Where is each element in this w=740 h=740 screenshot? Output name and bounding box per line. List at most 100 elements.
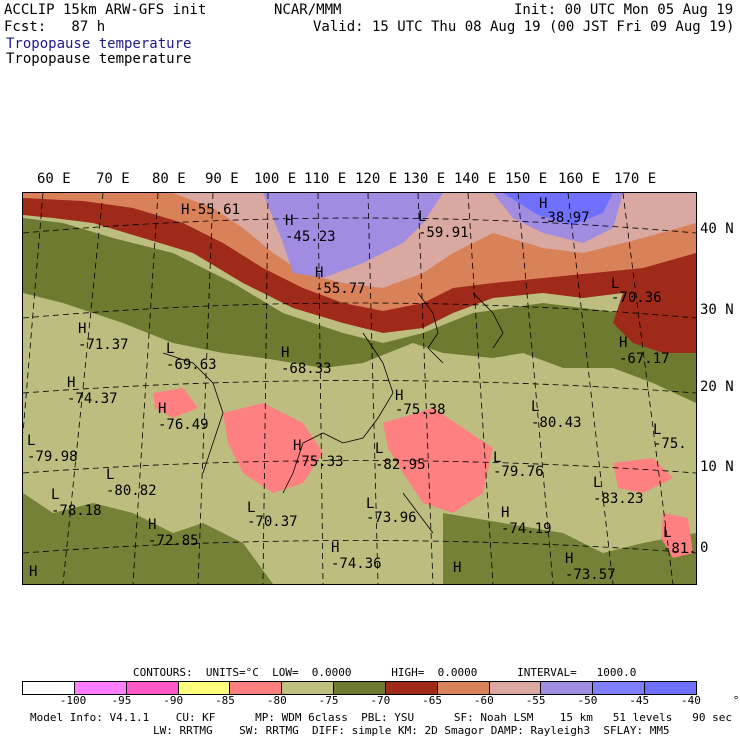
map-label-l: L -78.18: [51, 487, 102, 519]
map-label-h: H -75.38: [395, 388, 446, 418]
lat-label: 40 N: [700, 221, 734, 237]
dark-olive-southeast: [443, 513, 696, 584]
map-label-h: H -38.97: [539, 196, 590, 226]
colorbar-label: -55: [525, 694, 546, 707]
lat-label: 30 N: [700, 302, 734, 318]
colorbar-swatch: [334, 682, 386, 694]
lat-label: 20 N: [700, 379, 734, 395]
map-label-l: L -81.: [663, 525, 697, 557]
colorbar-label: -100: [59, 694, 87, 707]
red-band-east: [613, 273, 696, 353]
colorbar-swatch: [23, 682, 75, 694]
init-time: Init: 00 UTC Mon 05 Aug 19: [514, 2, 734, 18]
map-label-h: H -74.19: [501, 505, 552, 537]
map-label-l: L -83.23: [593, 475, 644, 507]
colorbar-swatch: [593, 682, 646, 694]
map-label-l: L -80.43: [531, 399, 582, 431]
forecast-hour: Fcst: 87 h: [4, 19, 106, 35]
map-label-l: L -79.98: [27, 433, 78, 465]
map-label-l: L -73.96: [366, 496, 417, 526]
valid-time: Valid: 15 UTC Thu 08 Aug 19 (00 JST Fri …: [313, 19, 735, 35]
dark-olive-south: [23, 493, 273, 584]
colorbar-label: -50: [577, 694, 598, 707]
pink-patch: [383, 408, 493, 513]
colorbar-label: -95: [111, 694, 132, 707]
lon-label: 120 E: [355, 171, 398, 187]
colorbar-swatch: [437, 682, 490, 694]
colorbar-swatch: [385, 682, 438, 694]
colorbar: [22, 681, 697, 695]
map-label-l: L -80.82: [106, 467, 157, 499]
map-label-l: L -59.91: [418, 209, 469, 241]
colorbar-swatch: [541, 682, 594, 694]
map-label-h: H -72.85: [148, 517, 199, 549]
lon-label: 60 E: [37, 171, 71, 187]
colorbar-label: -40: [681, 694, 701, 707]
map-label-h: H -71.37: [78, 321, 129, 353]
colorbar-swatch: [178, 682, 231, 694]
map-panel: H-55.61 H -45.23 L -59.91 H -38.97 H -55.77 …: [22, 192, 697, 585]
source-label: NCAR/MMM: [274, 2, 342, 18]
lon-label: 100 E: [254, 171, 297, 187]
pink-patch: [661, 513, 693, 558]
colorbar-label: -75: [318, 694, 339, 707]
lon-label: 130 E: [403, 171, 446, 187]
colorbar-label: °C: [732, 694, 740, 707]
map-label-l: L -82.95: [375, 441, 426, 473]
graticule: [23, 193, 696, 584]
lon-label: 150 E: [505, 171, 548, 187]
contour-info: CONTOURS: UNITS=°C LOW= 0.0000 HIGH= 0.0…: [133, 666, 637, 679]
map-label-h: H -75.33: [293, 438, 344, 470]
blue-region: [503, 193, 613, 225]
map-label-l: L -69.63: [166, 341, 217, 373]
tropopause-map: [23, 193, 696, 584]
colorbar-swatch: [126, 682, 179, 694]
colorbar-label: -45: [629, 694, 650, 707]
colorbar-label: -60: [473, 694, 494, 707]
colorbar-label: -90: [163, 694, 184, 707]
lat-label: 10 N: [700, 459, 734, 475]
map-label-h: H -74.36: [331, 540, 382, 572]
pink-patch: [153, 388, 198, 418]
map-label-h: H: [29, 564, 38, 580]
lon-label: 170 E: [614, 171, 657, 187]
map-label-l: L -79.76: [493, 450, 544, 480]
coastlines: [162, 292, 504, 534]
lon-label: 80 E: [152, 171, 186, 187]
map-label-h: H -45.23: [285, 213, 336, 245]
colorbar-swatch: [230, 682, 283, 694]
colorbar-swatch: [282, 682, 335, 694]
map-label-l: L -70.36: [611, 276, 662, 306]
map-label-l: L -70.37: [247, 500, 298, 530]
model-info-line1: Model Info: V4.1.1 CU: KF MP: WDM 6class…: [30, 711, 732, 724]
colorbar-swatch: [489, 682, 542, 694]
field-title-secondary: Tropopause temperature: [6, 51, 192, 67]
colorbar-swatch: [645, 682, 696, 694]
map-label-h: H -68.33: [281, 345, 332, 377]
map-label-l: L -75.: [653, 422, 687, 452]
colorbar-label: -85: [215, 694, 235, 707]
colorbar-label: -80: [266, 694, 287, 707]
map-label-h: H -67.17: [619, 335, 670, 367]
pink-patch: [223, 403, 323, 493]
model-title: ACCLIP 15km ARW-GFS init: [4, 2, 207, 18]
model-info-line2: LW: RRTMG SW: RRTMG DIFF: simple KM: 2D …: [153, 724, 670, 737]
colorbar-label: -65: [422, 694, 443, 707]
map-label-h: H -76.49: [158, 401, 209, 433]
colorbar-label: -70: [370, 694, 391, 707]
map-label-h: H -73.57: [565, 551, 616, 583]
lat-label: 0: [700, 540, 709, 556]
lon-label: 110 E: [304, 171, 347, 187]
field-title-primary: Tropopause temperature: [6, 36, 192, 52]
map-label-h: H -74.37: [67, 375, 118, 407]
dark-olive-band: [23, 218, 696, 403]
lon-label: 140 E: [454, 171, 497, 187]
map-label-h: H-55.61: [181, 202, 241, 218]
lon-label: 70 E: [96, 171, 130, 187]
lavender-region: [263, 193, 443, 278]
lon-label: 160 E: [558, 171, 601, 187]
colorbar-swatch: [74, 682, 127, 694]
map-label-h: H -55.77: [315, 265, 366, 297]
lon-label: 90 E: [205, 171, 239, 187]
map-label-h: H: [453, 560, 462, 576]
